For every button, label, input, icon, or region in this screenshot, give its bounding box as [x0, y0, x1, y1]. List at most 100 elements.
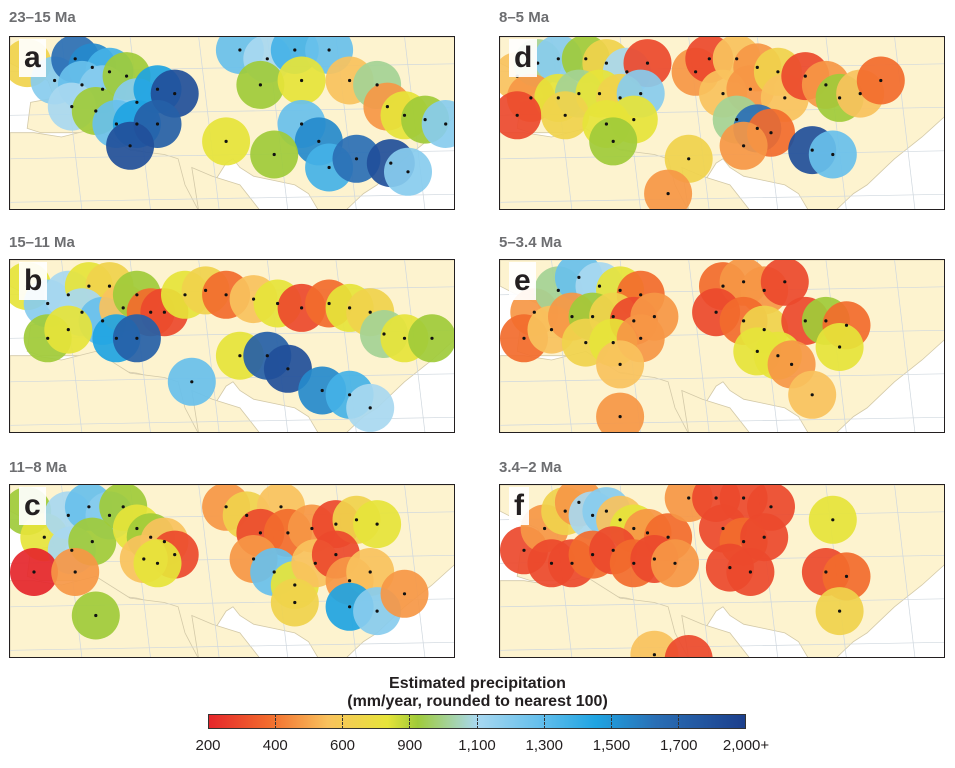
fossil-site-dot: [121, 505, 125, 509]
fossil-site-dot: [73, 57, 77, 61]
fossil-site-dot: [783, 96, 787, 100]
fossil-site-dot: [707, 57, 711, 61]
fossil-site-dot: [94, 109, 98, 113]
fossil-site-dot: [563, 113, 567, 117]
fossil-site-dot: [348, 78, 352, 83]
fossil-site-dot: [183, 293, 187, 297]
fossil-site-dot: [258, 83, 262, 87]
fossil-site-dot: [714, 496, 718, 500]
legend-title-line2: (mm/year, rounded to nearest 100): [347, 693, 608, 710]
fossil-site-dot: [42, 535, 46, 539]
fossil-site-dot: [556, 57, 560, 61]
precipitation-disk: [421, 100, 454, 148]
fossil-site-dot: [687, 496, 691, 500]
fossil-site-dot: [522, 336, 526, 340]
fossil-site-dot: [173, 92, 177, 96]
fossil-site-dot: [762, 288, 766, 292]
fossil-site-dot: [293, 600, 297, 605]
panel-a-letter: a: [19, 39, 46, 77]
graticule-meridian: [404, 485, 426, 657]
fossil-site-dot: [90, 540, 94, 544]
fossil-site-dot: [313, 561, 317, 565]
fossil-site-dot: [755, 126, 759, 130]
fossil-site-dot: [844, 323, 849, 327]
fossil-site-dot: [80, 310, 84, 314]
fossil-site-dot: [762, 535, 766, 539]
fossil-site-dot: [87, 505, 91, 509]
fossil-site-dot: [831, 518, 835, 522]
fossil-site-dot: [385, 105, 389, 109]
map-c-svg: [10, 485, 454, 657]
panel-f-map: f: [499, 484, 945, 658]
fossil-site-dot: [402, 592, 407, 596]
fossil-site-dot: [755, 65, 759, 69]
fossil-site-dot: [276, 301, 280, 306]
panel-a-map: a: [9, 36, 455, 210]
fossil-site-dot: [125, 74, 129, 78]
fossil-site-dot: [402, 113, 407, 117]
colorbar-tick-label: 1,300: [525, 737, 564, 754]
fossil-site-dot: [354, 518, 359, 522]
fossil-site-dot: [694, 70, 698, 74]
fossil-site-dot: [382, 332, 386, 336]
fossil-site-dot: [563, 509, 567, 513]
fossil-site-dot: [265, 354, 269, 358]
fossil-site-dot: [529, 96, 533, 100]
fossil-site-dot: [155, 561, 160, 565]
fossil-site-dot: [687, 657, 690, 658]
fossil-site-dot: [611, 548, 615, 552]
fossil-site-dot: [135, 526, 139, 531]
fossil-site-dot: [258, 531, 262, 535]
fossil-site-dot: [742, 280, 746, 284]
fossil-site-dot: [556, 288, 560, 292]
fossil-site-dot: [107, 70, 112, 74]
colorbar-tick: [274, 714, 276, 729]
fossil-site-dot: [252, 557, 256, 561]
fossil-site-dot: [618, 362, 622, 366]
fossil-site-dot: [824, 83, 828, 87]
map-a-svg: [10, 37, 454, 209]
fossil-site-dot: [90, 65, 94, 69]
fossil-site-dot: [721, 526, 725, 531]
fossil-site-dot: [286, 531, 290, 535]
fossil-site-dot: [46, 336, 50, 340]
fossil-site-dot: [149, 310, 153, 314]
fossil-site-dot: [238, 48, 242, 52]
fossil-site-dot: [317, 139, 321, 143]
fossil-site-dot: [742, 319, 746, 323]
fossil-site-dot: [591, 513, 595, 517]
fossil-site-dot: [348, 306, 352, 310]
panel-b-time-label: 15–11 Ma: [9, 234, 75, 251]
fossil-site-dot: [128, 144, 132, 148]
fossil-site-dot: [838, 345, 842, 349]
panel-a-time-label: 23–15 Ma: [9, 9, 76, 26]
fossil-site-dot: [135, 336, 139, 340]
fossil-site-dot: [444, 122, 448, 126]
fossil-site-dot: [423, 118, 427, 122]
fossil-site-dot: [831, 152, 835, 157]
fossil-site-dot: [46, 301, 50, 306]
map-e-svg: [500, 260, 944, 432]
fossil-site-dot: [632, 526, 636, 531]
colorbar-tick: [611, 714, 612, 729]
fossil-site-dot: [368, 570, 372, 574]
map-b-svg: [10, 260, 454, 432]
fossil-site-dot: [310, 526, 314, 531]
fossil-site-dot: [87, 284, 91, 288]
colorbar-tick: [409, 714, 411, 729]
fossil-site-dot: [604, 61, 608, 65]
fossil-site-dot: [66, 513, 70, 517]
precipitation-disk: [664, 635, 713, 657]
fossil-site-dot: [162, 310, 166, 314]
fossil-site-dot: [577, 92, 581, 96]
panel-e-map: e: [499, 259, 945, 433]
fossil-site-dot: [570, 561, 574, 565]
colorbar-tick-label: 1,700: [659, 737, 698, 754]
fossil-site-dot: [824, 570, 828, 574]
fossil-site-dot: [625, 70, 629, 74]
graticule-parallel: [500, 598, 944, 608]
fossil-site-dot: [114, 122, 118, 126]
fossil-site-dot: [348, 605, 352, 609]
precipitation-disk: [596, 392, 645, 432]
fossil-site-dot: [135, 122, 139, 126]
